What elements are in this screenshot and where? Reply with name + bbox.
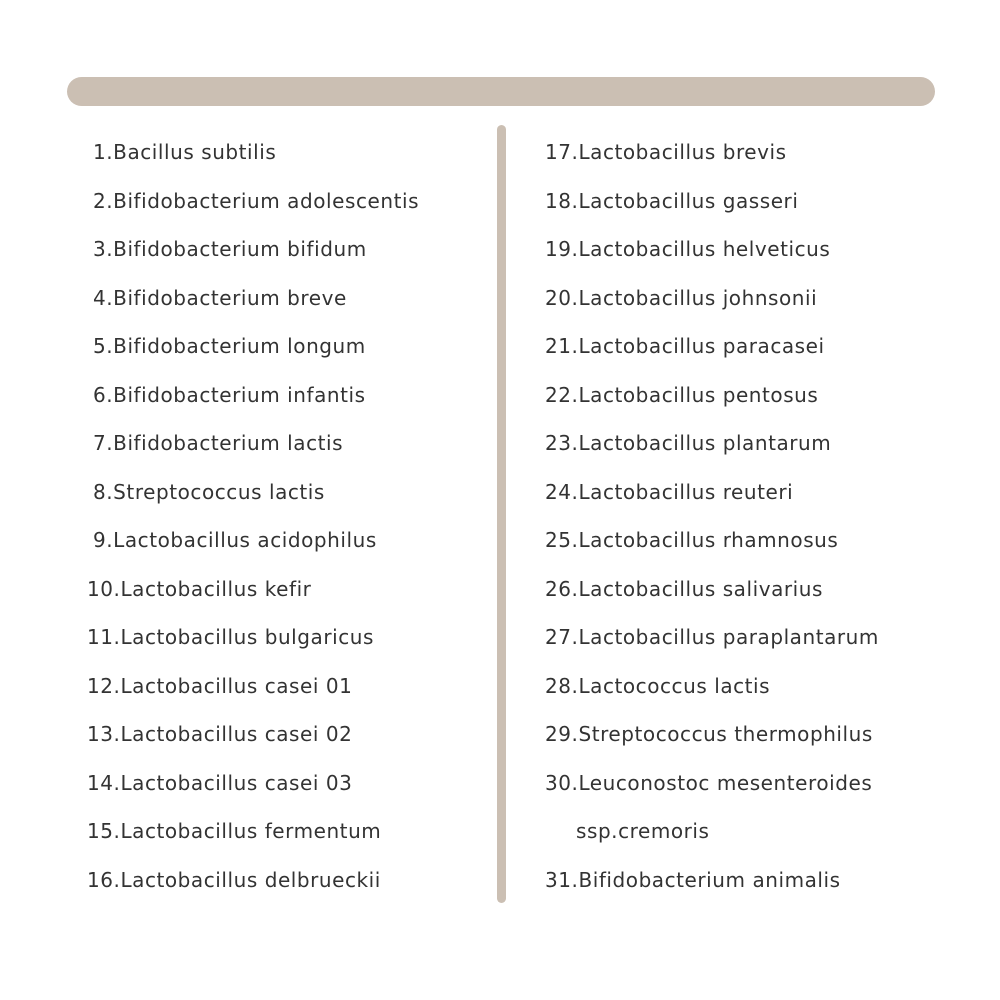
list-item: 2.Bifidobacterium adolescentis [93, 188, 420, 213]
list-item: 9.Lactobacillus acidophilus [93, 528, 377, 552]
list-item: 12.Lactobacillus casei 01 [87, 673, 353, 698]
header-bar [67, 77, 935, 106]
list-item: 6.Bifidobacterium infantis [93, 382, 366, 407]
list-item: 26.Lactobacillus salivarius [545, 576, 823, 601]
list-item: 20.Lactobacillus johnsonii [545, 285, 818, 310]
list-item: 28.Lactococcus lactis [545, 673, 771, 698]
list-item: 24.Lactobacillus reuteri [545, 479, 794, 504]
list-item: 17.Lactobacillus brevis [545, 140, 787, 164]
list-item: 11.Lactobacillus bulgaricus [87, 625, 374, 649]
list-item: ssp.cremoris [576, 819, 710, 843]
list-item: 18.Lactobacillus gasseri [545, 188, 799, 213]
list-item: 27.Lactobacillus paraplantarum [545, 625, 879, 649]
list-item: 29.Streptococcus thermophilus [545, 722, 873, 746]
list-item: 16.Lactobacillus delbrueckii [87, 867, 381, 892]
list-item: 22.Lactobacillus pentosus [545, 382, 819, 407]
column-divider [497, 125, 506, 903]
list-item: 7.Bifidobacterium lactis [93, 431, 344, 455]
list-item: 5.Bifidobacterium longum [93, 334, 366, 358]
list-item: 3.Bifidobacterium bifidum [93, 237, 367, 261]
list-item: 1.Bacillus subtilis [93, 140, 277, 164]
list-item: 30.Leuconostoc mesenteroides [545, 770, 873, 795]
list-item: 8.Streptococcus lactis [93, 479, 325, 504]
list-item: 10.Lactobacillus kefir [87, 576, 312, 601]
list-item: 15.Lactobacillus fermentum [87, 819, 382, 843]
list-item: 25.Lactobacillus rhamnosus [545, 528, 839, 552]
list-item: 14.Lactobacillus casei 03 [87, 770, 353, 795]
list-item: 31.Bifidobacterium animalis [545, 867, 841, 892]
list-item: 19.Lactobacillus helveticus [545, 237, 831, 261]
list-item: 21.Lactobacillus paracasei [545, 334, 825, 358]
list-item: 4.Bifidobacterium breve [93, 285, 347, 310]
list-item: 13.Lactobacillus casei 02 [87, 722, 353, 746]
list-item: 23.Lactobacillus plantarum [545, 431, 832, 455]
